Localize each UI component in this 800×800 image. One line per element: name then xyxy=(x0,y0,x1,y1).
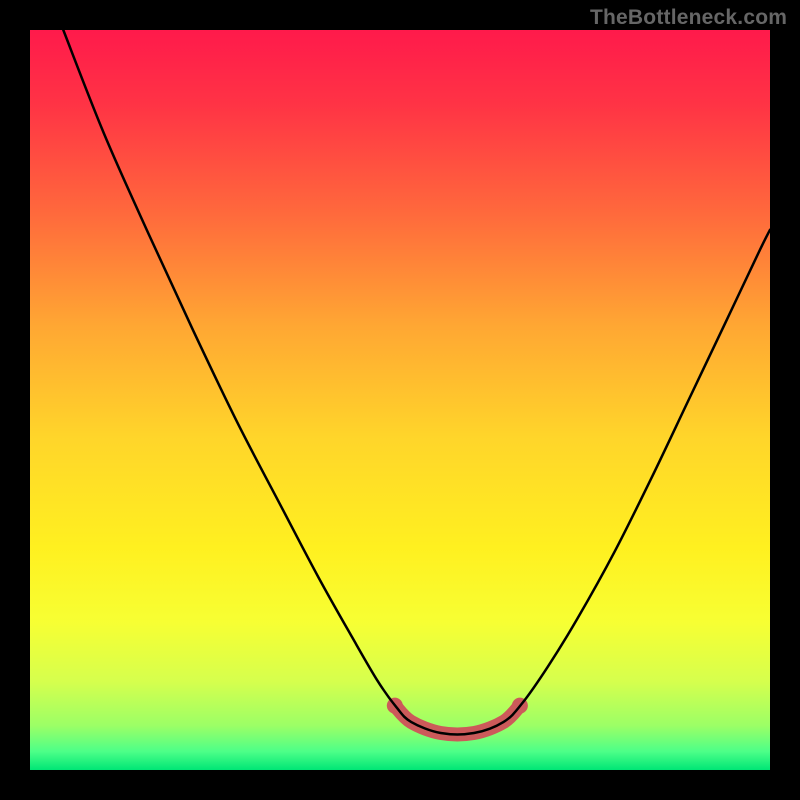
bottleneck-chart: TheBottleneck.com xyxy=(0,0,800,800)
plot-gradient xyxy=(30,30,770,770)
chart-canvas xyxy=(0,0,800,800)
